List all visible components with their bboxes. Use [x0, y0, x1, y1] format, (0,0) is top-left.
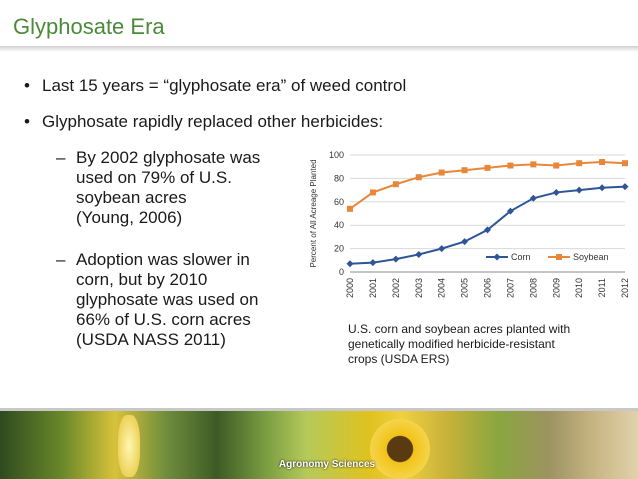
data-point: [484, 226, 491, 234]
x-tick-label: 2004: [437, 278, 447, 298]
data-point: [438, 169, 445, 176]
data-point: [553, 162, 560, 169]
sub-bullet-line: (Young, 2006): [76, 208, 183, 227]
chart-caption: U.S. corn and soybean acres planted with…: [348, 322, 628, 367]
x-tick-label: 2008: [528, 278, 538, 298]
data-point: [369, 189, 376, 196]
sub-bullet-line: glyphosate was used on: [76, 290, 259, 309]
x-tick-label: 2000: [345, 278, 355, 298]
sub-bullet-line: corn, but by 2010: [76, 270, 208, 289]
sub-bullet-line: (USDA NASS 2011): [76, 330, 226, 349]
sub-bullet-line: 66% of U.S. corn acres: [76, 310, 251, 329]
data-point: [506, 207, 514, 215]
legend-marker: [556, 254, 562, 260]
adoption-line-chart: 0 20 40 60 80 100 2000 2001 2002 2003 2004 2005 2006…: [309, 150, 630, 298]
y-tick-label: 60: [334, 197, 344, 207]
data-point: [461, 167, 468, 174]
slide-title: Glyphosate Era: [13, 14, 165, 39]
data-point: [552, 188, 560, 196]
sub-bullet-line: soybean acres: [76, 188, 187, 207]
sunflower-icon: [370, 419, 430, 479]
y-tick-label: 0: [339, 267, 344, 277]
footer-divider: [0, 408, 638, 411]
bullet-marker: •: [24, 76, 30, 95]
legend-marker: [493, 253, 501, 261]
sub-bullet-marker: –: [56, 250, 66, 269]
y-axis-label: Percent of All Acreage Planted: [309, 159, 318, 267]
x-tick-label: 2003: [414, 278, 424, 298]
x-tick-label: 2012: [620, 278, 630, 298]
x-tick-label: 2005: [460, 278, 470, 298]
data-point: [347, 205, 353, 212]
data-point: [392, 255, 400, 263]
y-tick-label: 40: [334, 220, 344, 230]
caption-line: U.S. corn and soybean acres planted with: [348, 322, 571, 336]
legend-label: Soybean: [573, 252, 609, 262]
crop-photo-banner: [0, 411, 638, 479]
data-point: [461, 238, 469, 246]
data-point: [346, 260, 354, 268]
y-tick-label: 80: [334, 173, 344, 183]
x-tick-label: 2006: [483, 278, 493, 298]
data-point: [621, 183, 629, 191]
y-tick-label: 20: [334, 244, 344, 254]
x-tick-label: 2007: [505, 278, 515, 298]
sub-bullet-line: Adoption was slower in: [76, 250, 250, 269]
data-point: [599, 159, 606, 166]
data-point: [622, 160, 628, 167]
corn-cob-icon: [118, 415, 140, 477]
sub-bullet-marker: –: [56, 148, 66, 167]
bullet-text: Last 15 years = “glyphosate era” of weed…: [42, 76, 407, 95]
data-point: [575, 186, 583, 194]
bullet-text: Glyphosate rapidly replaced other herbic…: [42, 112, 384, 131]
data-point: [507, 162, 514, 169]
footer-label: Agronomy Sciences: [278, 459, 376, 470]
legend-label: Corn: [511, 252, 531, 262]
x-tick-label: 2011: [597, 278, 607, 297]
title-divider: [0, 46, 638, 52]
data-point: [415, 250, 423, 258]
data-point: [529, 194, 537, 202]
sub-bullet-line: By 2002 glyphosate was: [76, 148, 261, 167]
y-tick-label: 100: [329, 150, 344, 160]
data-point: [484, 164, 491, 171]
data-point: [598, 184, 606, 192]
x-tick-label: 2002: [391, 278, 401, 298]
data-point: [392, 181, 399, 188]
x-tick-label: 2001: [368, 278, 378, 298]
sub-bullet-line: used on 79% of U.S.: [76, 168, 232, 187]
caption-line: genetically modified herbicide-resistant: [348, 337, 555, 351]
data-point: [415, 174, 422, 181]
x-tick-label: 2010: [574, 278, 584, 298]
bullet-marker: •: [24, 112, 30, 131]
caption-line: crops (USDA ERS): [348, 352, 450, 366]
data-point: [369, 259, 377, 267]
data-point: [530, 161, 537, 168]
data-point: [438, 245, 446, 253]
x-tick-label: 2009: [551, 278, 561, 298]
data-point: [576, 160, 583, 167]
